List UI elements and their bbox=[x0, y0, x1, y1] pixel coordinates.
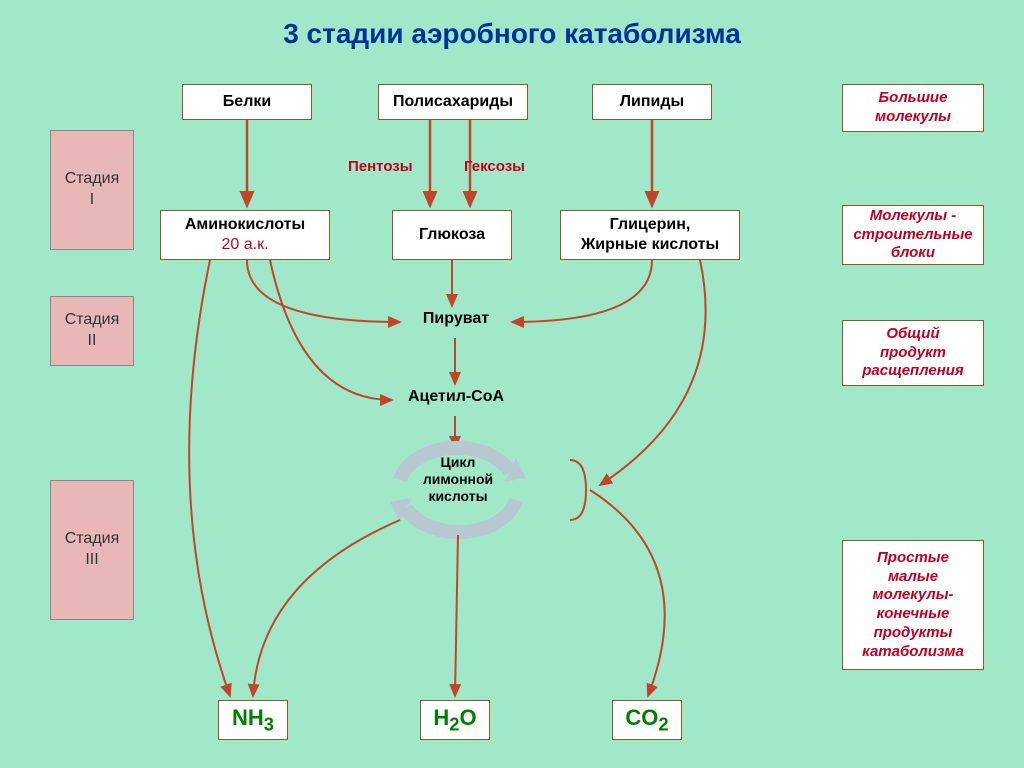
side-common-product: Общий продукт расщепления bbox=[842, 320, 984, 386]
stage-3-box: Стадия III bbox=[50, 480, 134, 620]
side-big-molecules: Большие молекулы bbox=[842, 84, 984, 132]
co2-co: CO bbox=[625, 705, 658, 730]
h2o-sub: 2 bbox=[449, 713, 459, 734]
glycerol-box: Глицерин, Жирные кислоты bbox=[560, 210, 740, 260]
pyruvate-label: Пируват bbox=[408, 310, 504, 328]
proteins-box: Белки bbox=[182, 84, 312, 120]
h2o-h: H bbox=[433, 705, 449, 730]
aminoacids-main: Аминокислоты bbox=[185, 215, 305, 235]
polysaccharides-box: Полисахариды bbox=[378, 84, 528, 120]
co2-box: CO2 bbox=[612, 700, 682, 740]
stage-1-box: Стадия I bbox=[50, 130, 134, 250]
nh3-base: NH bbox=[232, 705, 264, 730]
h2o-o: O bbox=[459, 705, 476, 730]
pentoses-label: Пентозы bbox=[348, 158, 413, 175]
lipids-box: Липиды bbox=[592, 84, 712, 120]
acetyl-label: Ацетил-CoA bbox=[398, 388, 514, 406]
page-title: 3 стадии аэробного катаболизма bbox=[0, 18, 1024, 50]
side-simple-molecules: Простые малые молекулы- конечные продукт… bbox=[842, 540, 984, 670]
cycle-label: Цикл лимонной кислоты bbox=[408, 454, 508, 504]
h2o-box: H2O bbox=[420, 700, 490, 740]
hexoses-label: Гексозы bbox=[464, 158, 525, 175]
co2-sub: 2 bbox=[658, 713, 668, 734]
glucose-box: Глюкоза bbox=[392, 210, 512, 260]
nh3-box: NH3 bbox=[218, 700, 288, 740]
nh3-sub: 3 bbox=[264, 713, 274, 734]
stage-2-box: Стадия II bbox=[50, 296, 134, 366]
aminoacids-sub: 20 а.к. bbox=[221, 235, 268, 255]
aminoacids-box: Аминокислоты 20 а.к. bbox=[160, 210, 330, 260]
side-building-blocks: Молекулы - строительные блоки bbox=[842, 205, 984, 265]
